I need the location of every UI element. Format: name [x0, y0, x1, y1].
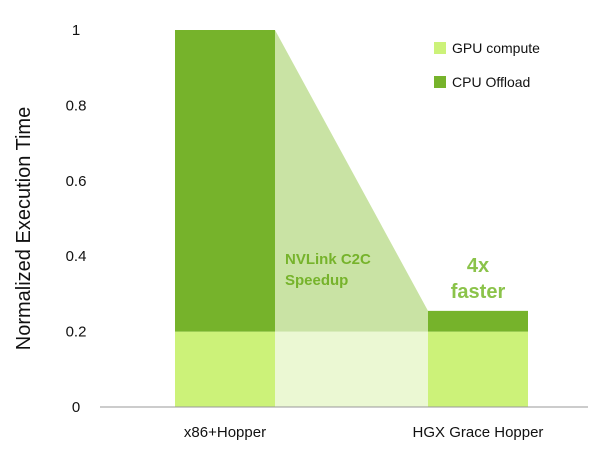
- x-tick-label: x86+Hopper: [184, 424, 266, 441]
- speedup-label: 4x: [467, 255, 489, 277]
- y-tick-label: 1: [72, 22, 80, 39]
- bar-cpu-offload-0: [175, 30, 275, 332]
- y-tick-label: 0.4: [66, 248, 87, 265]
- bar-cpu-offload-1: [428, 310, 528, 332]
- connector-base: [275, 331, 428, 407]
- connector-speedup-area: [275, 30, 428, 332]
- legend-label: CPU Offload: [452, 74, 530, 90]
- bar-gpu-compute-1: [428, 331, 528, 407]
- y-tick-label: 0.2: [66, 324, 87, 341]
- legend-swatch-0: [434, 42, 446, 54]
- y-tick-label: 0: [72, 399, 80, 416]
- y-tick-label: 0.8: [66, 97, 87, 114]
- connector-label: NVLink C2C: [285, 251, 371, 268]
- y-axis-label: Normalized Execution Time: [13, 107, 35, 350]
- bar-gpu-compute-0: [175, 331, 275, 407]
- legend-label: GPU compute: [452, 40, 540, 56]
- connector-label: Speedup: [285, 272, 348, 289]
- x-tick-label: HGX Grace Hopper: [413, 424, 544, 441]
- y-tick-label: 0.6: [66, 173, 87, 190]
- speedup-label: faster: [451, 281, 506, 303]
- legend-swatch-1: [434, 76, 446, 88]
